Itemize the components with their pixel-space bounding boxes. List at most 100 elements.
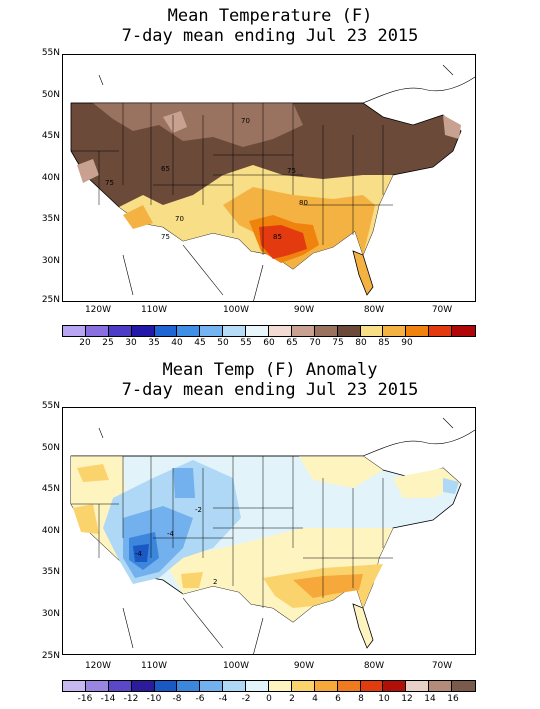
contour-label: -4 xyxy=(135,550,143,558)
colorbar-tick-label: 50 xyxy=(217,338,229,348)
anomaly-0-2 xyxy=(71,456,125,560)
colorbar-swatch xyxy=(429,681,453,691)
coastlines xyxy=(71,417,475,654)
colorbar-tick-label: -4 xyxy=(218,694,228,704)
bottom-lat-label: 35N xyxy=(41,567,60,577)
florida xyxy=(352,250,374,296)
colorbar-tick-label: 65 xyxy=(286,338,298,348)
anomaly-0-2 xyxy=(299,456,383,488)
contour-labels: -2 -4 -4 2 xyxy=(135,506,217,586)
bottom-title-line2: 7-day mean ending Jul 23 2015 xyxy=(121,380,419,400)
colorbar-swatch xyxy=(452,681,476,691)
anomaly-0-2 xyxy=(163,528,393,622)
colorbar-swatch xyxy=(108,326,132,336)
colorbar-tick-label: 40 xyxy=(171,338,183,348)
top-lon-label: 110W xyxy=(140,305,168,315)
contour-label: 65 xyxy=(161,165,170,173)
top-lat-label: 25N xyxy=(41,295,60,305)
anomaly-2-4 xyxy=(181,572,203,588)
colorbar-tick-label: 55 xyxy=(240,338,252,348)
top-lat-label: 50N xyxy=(41,90,60,100)
colorbar-swatch xyxy=(63,326,86,336)
anomaly-minus-4-minus-2 xyxy=(173,468,195,498)
colorbar-tick-label: 12 xyxy=(401,694,413,704)
colorbar-tick-label: -12 xyxy=(123,694,139,704)
anomaly-2-4 xyxy=(73,504,99,534)
colorbar-swatch xyxy=(383,326,407,336)
colorbar-swatch xyxy=(406,326,430,336)
colorbar-swatch xyxy=(360,326,384,336)
top-lat-label: 55N xyxy=(41,48,60,58)
contour-label: 2 xyxy=(213,578,217,586)
colorbar-swatch xyxy=(85,326,109,336)
contour-label: 75 xyxy=(287,167,296,175)
colorbar-tick-label: 75 xyxy=(332,338,344,348)
colorbar-swatch xyxy=(85,681,109,691)
bottom-lat-label: 50N xyxy=(41,443,60,453)
state-boundaries xyxy=(71,456,393,608)
colorbar-swatch xyxy=(406,681,430,691)
top-title-line2: 7-day mean ending Jul 23 2015 xyxy=(121,26,419,46)
colorbar-swatch xyxy=(337,326,361,336)
bottom-lon-label: 70W xyxy=(431,661,453,671)
top-title-line1: Mean Temperature (F) xyxy=(167,6,373,26)
colorbar-swatch xyxy=(337,681,361,691)
bottom-panel: Mean Temp (F) Anomaly 7-day mean ending … xyxy=(0,355,540,709)
colorbar-tick-label: 80 xyxy=(355,338,367,348)
florida xyxy=(352,603,374,649)
colorbar-swatch xyxy=(200,681,224,691)
colorbar-tick-label: 4 xyxy=(312,694,318,704)
colorbar-tick-label: 70 xyxy=(309,338,321,348)
bottom-lat-label: 25N xyxy=(41,651,60,661)
colorbar-swatch xyxy=(291,326,315,336)
top-lon-label: 100W xyxy=(222,305,250,315)
contour-80-85 xyxy=(123,205,153,229)
bottom-lon-label: 90W xyxy=(293,661,315,671)
colorbar-swatch xyxy=(108,681,132,691)
colorbar-tick-label: -8 xyxy=(172,694,182,704)
contour-label: 85 xyxy=(273,233,282,241)
contour-label: 70 xyxy=(241,117,250,125)
contour-60-65 xyxy=(443,115,461,139)
bottom-lat-label: 55N xyxy=(41,401,60,411)
colorbar-tick-label: 25 xyxy=(102,338,114,348)
colorbar-tick-label: -2 xyxy=(241,694,251,704)
colorbar-tick-label: 16 xyxy=(447,694,459,704)
bottom-lat-label: 45N xyxy=(41,484,60,494)
colorbar-swatch xyxy=(246,681,270,691)
top-panel: Mean Temperature (F) 7-day mean ending J… xyxy=(41,6,476,348)
colorbar-tick-label: 6 xyxy=(335,694,341,704)
contour-90-plus xyxy=(259,225,307,259)
anomaly-4-6 xyxy=(293,574,363,598)
colorbar-swatch xyxy=(291,681,315,691)
top-temperature-map: 70 65 75 70 75 80 85 75 xyxy=(62,54,476,302)
bottom-lat-label: 30N xyxy=(41,609,60,619)
top-lat-label: 45N xyxy=(41,131,60,141)
coastlines xyxy=(71,64,475,301)
top-lat-label: 35N xyxy=(41,214,60,224)
colorbar-tick-label: -10 xyxy=(146,694,162,704)
colorbar-swatch xyxy=(314,326,338,336)
colorbar-tick-label: 2 xyxy=(289,694,295,704)
colorbar-swatch xyxy=(177,681,201,691)
bottom-map-svg: -2 -4 -4 2 xyxy=(70,417,475,654)
colorbar-swatch xyxy=(383,681,407,691)
bottom-anomaly-map: -2 -4 -4 2 xyxy=(62,407,476,655)
bottom-lon-label: 100W xyxy=(222,661,250,671)
colorbar-tick-label: 60 xyxy=(263,338,275,348)
bottom-colorbar xyxy=(62,680,476,692)
contour-65-70 xyxy=(93,103,303,147)
colorbar-swatch xyxy=(131,681,155,691)
colorbar-tick-label: 45 xyxy=(194,338,206,348)
colorbar-swatch xyxy=(429,326,453,336)
colorbar-tick-label: 35 xyxy=(148,338,160,348)
colorbar-swatch xyxy=(452,326,476,336)
colorbar-swatch xyxy=(246,326,270,336)
colorbar-swatch xyxy=(314,681,338,691)
top-lon-label: 80W xyxy=(363,305,385,315)
contour-label: 75 xyxy=(105,179,114,187)
contour-label: -2 xyxy=(195,506,202,514)
contour-label: 75 xyxy=(161,233,170,241)
anomaly-minus-2-0 xyxy=(443,478,459,494)
colorbar-tick-label: -6 xyxy=(195,694,205,704)
